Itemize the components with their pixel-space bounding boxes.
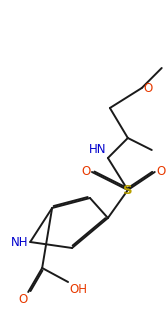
Text: O: O <box>18 293 27 306</box>
Text: O: O <box>81 165 91 178</box>
Text: OH: OH <box>69 283 87 296</box>
Text: NH: NH <box>11 236 29 248</box>
Text: S: S <box>123 183 133 197</box>
Text: HN: HN <box>89 143 106 156</box>
Text: O: O <box>156 165 165 178</box>
Text: O: O <box>143 81 153 94</box>
